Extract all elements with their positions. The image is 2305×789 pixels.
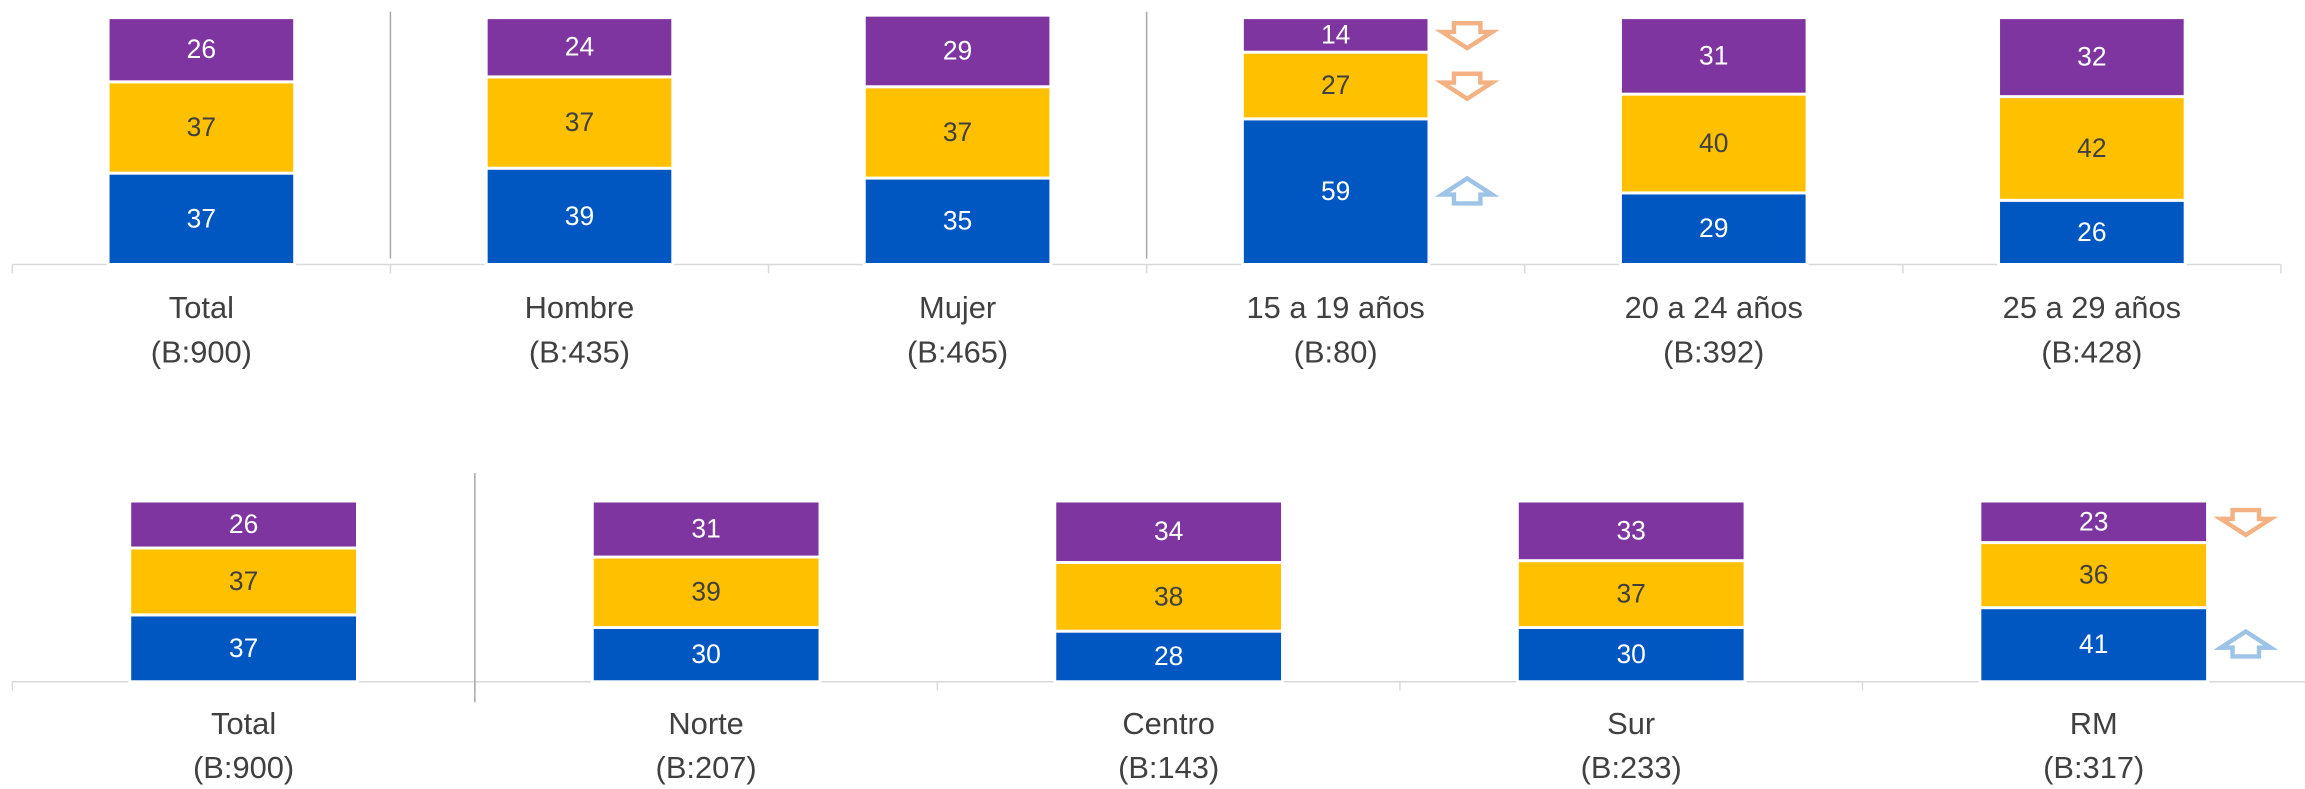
value-label: 41 — [2079, 629, 2108, 659]
category-base: (B:317) — [2043, 750, 2144, 785]
value-label: 59 — [1321, 176, 1350, 206]
value-label: 23 — [2079, 506, 2108, 536]
value-label: 31 — [1699, 40, 1728, 70]
category-label: Norte — [668, 706, 743, 741]
value-label: 33 — [1616, 515, 1645, 545]
value-label: 14 — [1321, 19, 1350, 49]
category-base: (B:207) — [656, 750, 757, 785]
category-base: (B:900) — [151, 334, 252, 369]
category-base: (B:900) — [193, 750, 294, 785]
category-label: 20 a 24 años — [1625, 290, 1803, 325]
category-label: Hombre — [525, 290, 635, 325]
bar-segment — [1618, 16, 1809, 96]
category-label: 25 a 29 años — [2003, 290, 2181, 325]
value-label: 37 — [229, 566, 258, 596]
category-label: Centro — [1122, 706, 1215, 741]
value-label: 37 — [187, 203, 216, 233]
bar-segment — [1240, 16, 1431, 54]
bar-segment — [1997, 16, 2187, 99]
bar-segment — [1618, 191, 1809, 266]
value-label: 30 — [1616, 639, 1645, 669]
value-label: 37 — [943, 117, 972, 147]
bar-segment — [1515, 499, 1747, 563]
bar-segment — [590, 499, 822, 559]
bar-segment — [128, 499, 359, 550]
category-label: Total — [211, 706, 276, 741]
value-label: 40 — [1699, 128, 1728, 158]
bar-segment — [862, 13, 1053, 89]
category-base: (B:465) — [907, 334, 1008, 369]
value-label: 39 — [691, 577, 720, 607]
value-label: 39 — [565, 201, 594, 231]
value-label: 37 — [1616, 579, 1645, 609]
value-label: 26 — [229, 509, 258, 539]
value-label: 35 — [943, 206, 972, 236]
bar-segment — [128, 613, 359, 684]
bar-segment — [862, 85, 1053, 180]
category-base: (B:143) — [1118, 750, 1219, 785]
bar-segment — [1978, 606, 2210, 684]
bar-segment — [1053, 629, 1284, 684]
bar-segment — [862, 176, 1053, 266]
value-label: 24 — [565, 32, 594, 62]
category-base: (B:392) — [1663, 334, 1764, 369]
value-label: 42 — [2077, 133, 2106, 163]
category-label: RM — [2070, 706, 2118, 741]
bar-segment — [590, 555, 822, 629]
significance-arrow — [1434, 175, 1500, 206]
value-label: 26 — [187, 34, 216, 64]
category-label: Mujer — [919, 290, 996, 325]
category-base: (B:428) — [2041, 334, 2142, 369]
value-label: 38 — [1154, 581, 1183, 611]
bar-segment — [1240, 117, 1431, 266]
category-base: (B:233) — [1581, 750, 1682, 785]
category-base: (B:80) — [1294, 334, 1378, 369]
value-label: 37 — [187, 112, 216, 142]
bar-segment — [1053, 499, 1284, 564]
value-label: 28 — [1154, 641, 1183, 671]
value-label: 29 — [1699, 213, 1728, 243]
bar-segment — [484, 166, 675, 266]
bar-segment — [1997, 198, 2187, 266]
bar-segment — [1978, 499, 2210, 545]
value-label: 37 — [565, 107, 594, 137]
value-label: 29 — [943, 35, 972, 65]
significance-arrow — [1434, 20, 1500, 51]
category-label: Sur — [1607, 706, 1655, 741]
value-label: 37 — [229, 633, 258, 663]
value-label: 27 — [1321, 70, 1350, 100]
bar-segment — [1978, 541, 2210, 610]
value-label: 31 — [691, 513, 720, 543]
bar-segment — [1997, 95, 2187, 202]
significance-arrow — [2213, 507, 2279, 538]
value-label: 26 — [2077, 217, 2106, 247]
value-label: 34 — [1154, 516, 1183, 546]
bar-segment — [106, 16, 297, 84]
value-label: 32 — [2077, 42, 2106, 72]
value-label: 30 — [691, 639, 720, 669]
significance-arrow — [1434, 71, 1500, 102]
significance-arrow — [2213, 628, 2279, 659]
category-label: Total — [169, 290, 234, 325]
category-base: (B:435) — [529, 334, 630, 369]
bar-segment — [484, 75, 675, 170]
category-label: 15 a 19 años — [1246, 290, 1424, 325]
bar-segment — [484, 16, 675, 79]
value-label: 36 — [2079, 560, 2108, 590]
bar-segment — [1240, 50, 1431, 121]
